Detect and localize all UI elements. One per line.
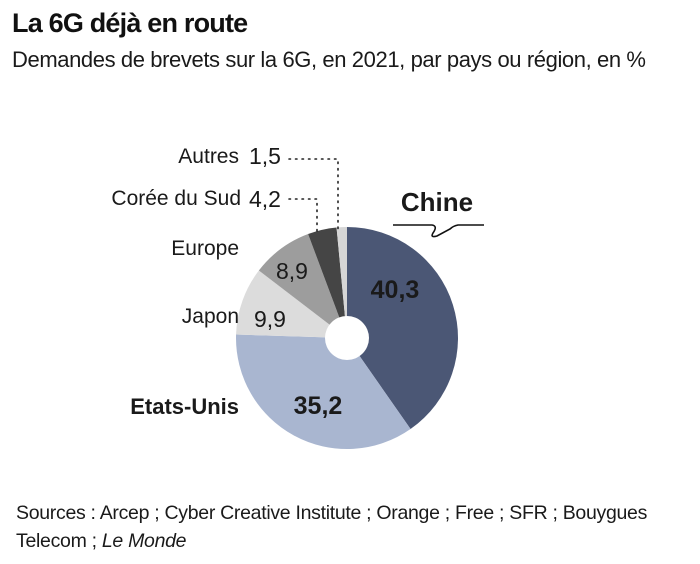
connectors-group bbox=[288, 158, 484, 238]
slices-group bbox=[236, 227, 458, 450]
slice-coree-du-sud bbox=[308, 227, 347, 338]
label-coree-du-sud: Corée du Sud bbox=[111, 187, 241, 210]
chine-leader-line bbox=[393, 224, 484, 238]
chart-title: La 6G déjà en route bbox=[12, 8, 248, 38]
label-etats-unis: Etats-Unis bbox=[130, 394, 239, 419]
source-publication: Le Monde bbox=[101, 530, 187, 552]
value-coree-du-sud: 4,2 bbox=[249, 186, 281, 212]
label-japon: Japon bbox=[182, 305, 239, 328]
slice-autres bbox=[336, 227, 347, 338]
value-europe: 8,9 bbox=[276, 258, 308, 284]
value-autres: 1,5 bbox=[249, 143, 281, 169]
slice-chine bbox=[347, 227, 458, 430]
source-list: Sources : Arcep ; Cyber Creative Institu… bbox=[16, 502, 648, 552]
label-europe: Europe bbox=[171, 237, 239, 260]
value-chine: 40,3 bbox=[371, 276, 420, 304]
value-japon: 9,9 bbox=[254, 306, 286, 332]
source-note: Sources : Arcep ; Cyber Creative Institu… bbox=[16, 499, 686, 555]
value-etats-unis: 35,2 bbox=[294, 392, 343, 420]
connector-autres bbox=[288, 158, 339, 231]
donut-hole bbox=[325, 316, 369, 360]
chart-subtitle: Demandes de brevets sur la 6G, en 2021, … bbox=[12, 47, 646, 72]
slice-etats-unis bbox=[236, 334, 411, 450]
label-autres: Autres bbox=[178, 145, 239, 168]
slice-japon bbox=[236, 270, 347, 338]
label-chine: Chine bbox=[401, 187, 473, 217]
slice-europe bbox=[258, 234, 347, 338]
labels-group: Chine 40,3 Etats-Unis 35,2 Japon 9,9 Europe 8,9… bbox=[111, 143, 473, 420]
connector-coree-du-sud bbox=[288, 198, 318, 233]
